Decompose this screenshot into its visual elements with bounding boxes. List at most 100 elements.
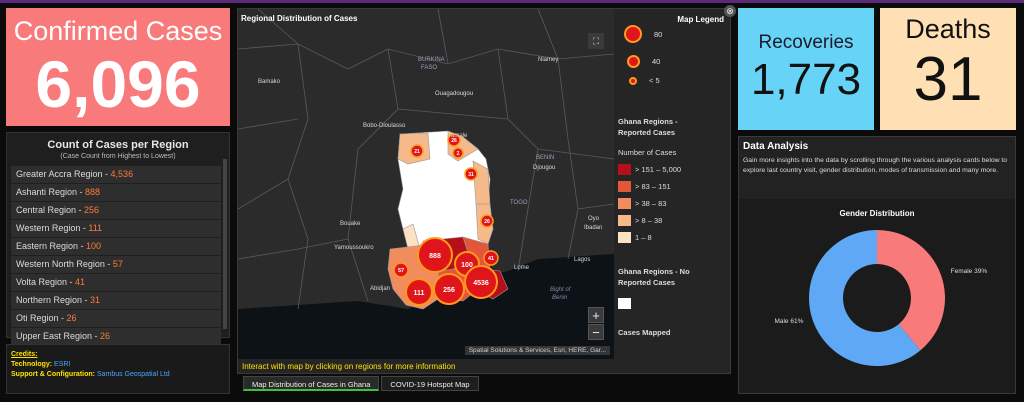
map-bubble-volta[interactable]: 41 bbox=[483, 250, 499, 266]
region-name: Western Region bbox=[16, 223, 81, 233]
bubble-label: 256 bbox=[443, 287, 455, 294]
technology-label: Technology: bbox=[11, 361, 53, 368]
region-count: 888 bbox=[85, 187, 101, 197]
region-list-item[interactable]: Oti Region - 26 bbox=[11, 310, 221, 327]
bubble-label: 57 bbox=[398, 268, 404, 274]
place-label: Ouagadougou bbox=[435, 91, 473, 97]
gender-distribution-card: Gender Distribution Female 39% Male 61% bbox=[739, 199, 1015, 393]
place-label: Yamoussoukro bbox=[334, 245, 374, 251]
region-separator: - bbox=[76, 205, 85, 215]
map-bubble-upper-east-2[interactable]: 2 bbox=[452, 147, 464, 159]
region-count: 31 bbox=[90, 295, 101, 305]
support-link[interactable]: Sambus Geospatial Ltd bbox=[96, 371, 170, 378]
legend-size-40: 40 bbox=[627, 55, 660, 68]
legend-no-reported-row bbox=[618, 298, 631, 309]
map-bubble-greater-accra[interactable]: 4536 bbox=[464, 265, 498, 299]
region-count: 100 bbox=[86, 241, 102, 251]
region-list-item[interactable]: Eastern Region - 100 bbox=[11, 238, 221, 255]
legend-swatch bbox=[618, 181, 631, 192]
map-bubble-oti[interactable]: 26 bbox=[480, 214, 494, 228]
legend-mapped-title: Cases Mapped bbox=[618, 328, 671, 337]
region-list-item[interactable]: Northern Region - 31 bbox=[11, 292, 221, 309]
place-label: Oyo bbox=[588, 216, 600, 222]
region-list-scrollbar[interactable] bbox=[223, 159, 227, 329]
region-count-list: Count of Cases per Region (Case Count fr… bbox=[6, 132, 230, 345]
legend-count-title: Number of Cases bbox=[618, 148, 677, 157]
legend-class-row: > 8 – 38 bbox=[618, 215, 662, 226]
legend-size-label: 40 bbox=[652, 57, 661, 66]
bubble-label: 41 bbox=[488, 256, 494, 262]
zoom-out-button[interactable]: − bbox=[588, 324, 604, 340]
legend-swatch bbox=[618, 215, 631, 226]
map-bubble-northern[interactable]: 31 bbox=[464, 167, 478, 181]
fullscreen-icon[interactable]: ⛶ bbox=[588, 33, 604, 49]
tab-map-distribution[interactable]: Map Distribution of Cases in Ghana bbox=[243, 376, 380, 391]
map-bubble-western[interactable]: 111 bbox=[405, 278, 433, 306]
donut-slice-label: Male 61% bbox=[774, 318, 803, 325]
region-count: 26 bbox=[100, 331, 111, 341]
map-bubble-upper-west[interactable]: 21 bbox=[410, 144, 424, 158]
legend-swatch bbox=[618, 198, 631, 209]
region-separator: - bbox=[78, 241, 87, 251]
place-label: Benin bbox=[552, 295, 568, 301]
place-label: TOGO bbox=[510, 200, 528, 206]
bubble-label: 31 bbox=[468, 172, 474, 178]
region-list-item[interactable]: Western Region - 111 bbox=[11, 220, 221, 237]
region-list-item[interactable]: Upper East Region - 26 bbox=[11, 328, 221, 345]
legend-class-row: > 38 – 83 bbox=[618, 198, 667, 209]
map-attribution: Spatial Solutions & Services, Esri, HERE… bbox=[464, 346, 610, 355]
place-label: Lagos bbox=[574, 257, 590, 263]
legend-swatch bbox=[618, 298, 631, 309]
region-list-subtitle: (Case Count from Highest to Lowest) bbox=[60, 153, 176, 160]
map-title: Regional Distribution of Cases bbox=[241, 14, 358, 23]
map-bubble-ashanti[interactable]: 888 bbox=[417, 237, 453, 273]
region-list-item[interactable]: Western North Region - 57 bbox=[11, 256, 221, 273]
credits-heading: Credits: bbox=[11, 351, 38, 358]
place-label: FASO bbox=[421, 65, 437, 71]
legend-class-label: > 8 – 38 bbox=[635, 216, 663, 225]
map-view[interactable]: 888 100 4536 256 111 57 41 26 31 21 26 2… bbox=[238, 9, 614, 359]
legend-class-label: > 38 – 83 bbox=[635, 199, 667, 208]
map-panel: 888 100 4536 256 111 57 41 26 31 21 26 2… bbox=[237, 8, 731, 374]
donut-slice-female[interactable] bbox=[877, 230, 945, 351]
place-label: Bamako bbox=[258, 79, 281, 85]
technology-link[interactable]: ESRI bbox=[54, 361, 71, 368]
region-list-item[interactable]: Volta Region - 41 bbox=[11, 274, 221, 291]
deaths-value: 31 bbox=[913, 45, 983, 114]
recoveries-label: Recoveries bbox=[758, 32, 854, 53]
panel-collapse-icon[interactable]: ⊗ bbox=[724, 5, 736, 17]
bubble-label: 26 bbox=[484, 219, 490, 225]
map-bubble-upper-east[interactable]: 26 bbox=[447, 133, 461, 147]
region-name: Central Region bbox=[16, 205, 77, 215]
legend-no-reported-title: Ghana Regions - No Reported Cases bbox=[618, 267, 690, 287]
region-list-item[interactable]: Greater Accra Region - 4,536 bbox=[11, 166, 221, 183]
map-bubble-central[interactable]: 256 bbox=[433, 273, 465, 305]
donut-slice-male[interactable] bbox=[809, 230, 921, 366]
legend-circle-icon bbox=[624, 25, 642, 43]
deaths-label: Deaths bbox=[905, 14, 991, 44]
legend-class-row: 1 – 8 bbox=[618, 232, 652, 243]
legend-class-label: 1 – 8 bbox=[635, 233, 652, 242]
bubble-label: 26 bbox=[451, 138, 457, 144]
place-label: Niamey bbox=[538, 57, 558, 63]
gender-donut-chart[interactable]: Female 39% Male 61% bbox=[739, 218, 1015, 388]
place-label: Djougou bbox=[533, 165, 555, 171]
region-count: 256 bbox=[84, 205, 100, 215]
map-bubble-western-north[interactable]: 57 bbox=[393, 262, 409, 278]
map-canvas[interactable]: 888 100 4536 256 111 57 41 26 31 21 26 2… bbox=[238, 9, 614, 359]
place-label: Bobo-Dioulasso bbox=[363, 123, 406, 129]
legend-reported-title: Ghana Regions - Reported Cases bbox=[618, 117, 678, 137]
region-list-item[interactable]: Central Region - 256 bbox=[11, 202, 221, 219]
region-list-item[interactable]: Ashanti Region - 888 bbox=[11, 184, 221, 201]
bubble-label: 888 bbox=[429, 253, 441, 260]
region-separator: - bbox=[77, 187, 86, 197]
map-legend: Map Legend 80 40 < 5 Ghana Regions - Rep… bbox=[616, 9, 730, 359]
legend-size-80: 80 bbox=[624, 25, 662, 43]
zoom-in-button[interactable]: + bbox=[588, 307, 604, 323]
legend-size-label: < 5 bbox=[649, 76, 660, 85]
tab-hotspot-map[interactable]: COVID-19 Hotspot Map bbox=[381, 376, 479, 391]
confirmed-cases-card: Confirmed Cases 6,096 bbox=[6, 8, 230, 126]
region-separator: - bbox=[102, 169, 111, 179]
region-name: Greater Accra Region bbox=[16, 169, 103, 179]
region-name: Volta Region bbox=[16, 277, 68, 287]
